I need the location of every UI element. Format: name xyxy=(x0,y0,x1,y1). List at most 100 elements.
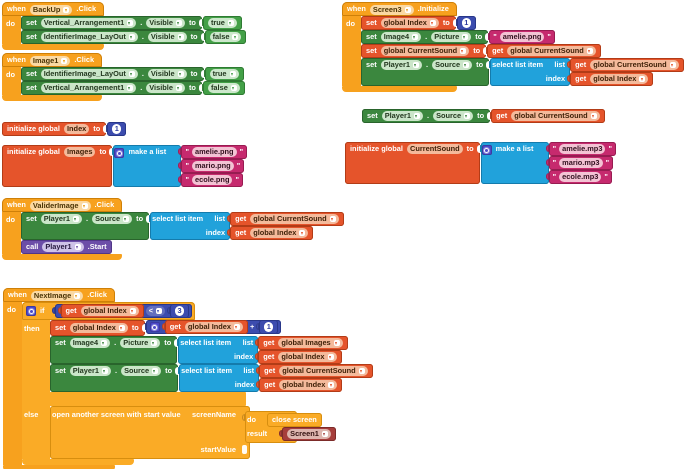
dropdown-field-player1[interactable]: Player1 xyxy=(69,366,111,376)
dropdown-field-global-index[interactable]: global Index xyxy=(184,322,244,332)
initialize-global-index[interactable]: initialize global Index to 1 xyxy=(2,122,127,136)
dropdown-field-global-images[interactable]: global Images xyxy=(278,338,343,348)
logic-false[interactable]: false xyxy=(201,30,247,44)
dropdown-field-image4[interactable]: Image4 xyxy=(380,32,422,42)
get-global-images[interactable]: get global Images xyxy=(255,336,348,350)
dropdown-field-source[interactable]: Source xyxy=(433,111,474,121)
dropdown-arrow-icon[interactable] xyxy=(177,71,184,77)
initialize-global-currentsound[interactable]: initialize global CurrentSound to make a li… xyxy=(345,142,616,184)
dropdown-arrow-icon[interactable] xyxy=(460,48,467,54)
dropdown-arrow-icon[interactable] xyxy=(102,368,108,374)
get-global-index[interactable]: get global Index xyxy=(57,304,144,318)
set-global-index-increment[interactable]: set global Index to get global Index +1 xyxy=(50,320,282,336)
dropdown-field-vertical-arrangement1[interactable]: Vertical_Arrangement1 xyxy=(40,18,137,28)
dropdown-field-true[interactable]: true xyxy=(207,18,237,28)
dropdown-arrow-icon[interactable] xyxy=(127,85,134,91)
mutator-gear-icon[interactable] xyxy=(114,148,125,158)
dropdown-field-image4[interactable]: Image4 xyxy=(69,338,111,348)
dropdown-arrow-icon[interactable] xyxy=(669,62,676,68)
dropdown-arrow-icon[interactable] xyxy=(175,85,182,91)
get-global-index[interactable]: get global Index xyxy=(227,226,314,240)
dropdown-arrow-icon[interactable] xyxy=(639,76,646,82)
set-image4-picture[interactable]: set Image4. Picture to " amelie.png " xyxy=(361,30,555,44)
dropdown-arrow-icon[interactable] xyxy=(151,340,158,346)
dropdown-arrow-icon[interactable] xyxy=(463,62,470,68)
when-validerimage-click-block[interactable]: when ValiderImage .Click do set Player1. Sourc… xyxy=(2,198,344,260)
dropdown-field-global-index[interactable]: global Index xyxy=(278,352,337,362)
dropdown-field-visible[interactable]: Visible xyxy=(146,83,185,93)
logic-true[interactable]: true xyxy=(201,67,244,81)
text-amelie-png[interactable]: " amelie.png " xyxy=(178,145,248,159)
math-add[interactable]: get global Index +1 xyxy=(142,320,282,334)
event-block-header[interactable]: when BackUp .Click xyxy=(2,2,105,16)
text-amelie-mp3[interactable]: " amelie.mp3 " xyxy=(545,142,616,156)
event-block-header[interactable]: when NextImage .Click xyxy=(3,288,115,302)
dropdown-field-global-currentsound[interactable]: global CurrentSound xyxy=(250,214,339,224)
stack-loose-set-player1-source[interactable]: set Player1. Source to get global CurrentSoun… xyxy=(362,109,605,123)
dropdown-arrow-icon[interactable] xyxy=(63,7,70,13)
dropdown-field-validerimage[interactable]: ValiderImage xyxy=(29,201,91,211)
dropdown-arrow-icon[interactable] xyxy=(156,308,163,314)
when-backup-click-block[interactable]: when BackUp .Click do set Vertical_Arrangemen… xyxy=(2,2,247,50)
set-identifierimagelayout-visible-false[interactable]: set IdentifierImage_LayOut. Visible to false xyxy=(21,30,247,44)
dropdown-arrow-icon[interactable] xyxy=(61,58,68,64)
dropdown-field-ecole-mp3[interactable]: ecole.mp3 xyxy=(559,172,602,182)
when-image1-click-block[interactable]: when Image1 .Click do set IdentifierImage_Lay… xyxy=(2,53,245,101)
event-block-header[interactable]: when Screen3 .Initialize xyxy=(342,2,457,16)
set-verticalarrangement1-visible-false[interactable]: set Vertical_Arrangement1. Visible to false xyxy=(21,81,245,95)
mutator-gear-icon[interactable] xyxy=(481,145,492,155)
dropdown-field-amelie-png[interactable]: amelie.png xyxy=(499,32,545,42)
stack-when-validerimage-click[interactable]: when ValiderImage .Click do set Player1. Sourc… xyxy=(2,198,344,260)
logic-false[interactable]: false xyxy=(199,81,245,95)
dropdown-field-player1[interactable]: Player1 xyxy=(40,214,82,224)
get-global-index[interactable]: get global Index xyxy=(161,320,249,334)
get-global-currentsound[interactable]: get global CurrentSound xyxy=(484,44,601,58)
dropdown-arrow-icon[interactable] xyxy=(462,34,469,40)
stack-init-global-index[interactable]: initialize global Index to 1 xyxy=(2,122,127,136)
value-field-1[interactable]: 1 xyxy=(461,18,471,28)
set-verticalarrangement1-visible-true[interactable]: set Vertical_Arrangement1. Visible to true xyxy=(21,16,242,30)
dropdown-arrow-icon[interactable] xyxy=(590,113,597,119)
dropdown-field-visible[interactable]: Visible xyxy=(147,32,187,42)
dropdown-field-currentsound[interactable]: CurrentSound xyxy=(406,144,463,154)
dropdown-arrow-icon[interactable] xyxy=(129,308,136,314)
dropdown-field-global-currentsound[interactable]: global CurrentSound xyxy=(590,60,679,70)
logic-true[interactable]: true xyxy=(199,16,242,30)
set-player1-source-selectlistitem[interactable]: set Player1. Source to select list item list g… xyxy=(50,364,373,392)
dropdown-field-picture[interactable]: Picture xyxy=(431,32,472,42)
stack-init-global-images[interactable]: initialize global Images to make a list " ame… xyxy=(2,145,248,187)
dropdown-field-false[interactable]: false xyxy=(209,32,242,42)
dropdown-field-identifierimage-layout[interactable]: IdentifierImage_LayOut xyxy=(40,69,138,79)
dropdown-field-vertical-arrangement1[interactable]: Vertical_Arrangement1 xyxy=(40,83,137,93)
if-then-else[interactable]: if get global Index <3 then set global Index to… xyxy=(22,302,373,465)
dropdown-arrow-icon[interactable] xyxy=(321,431,328,437)
text-ecole-png[interactable]: " ecole.png " xyxy=(178,173,243,187)
select-list-item[interactable]: select list item list get global Images inde… xyxy=(175,336,348,364)
event-block-header[interactable]: when ValiderImage .Click xyxy=(2,198,123,212)
dropdown-arrow-icon[interactable] xyxy=(73,216,79,222)
dropdown-field-player1[interactable]: Player1 xyxy=(42,242,84,252)
dropdown-field-images[interactable]: Images xyxy=(63,147,96,157)
dropdown-field-visible[interactable]: Visible xyxy=(147,69,187,79)
get-global-currentsound[interactable]: get global CurrentSound xyxy=(488,109,605,123)
dropdown-arrow-icon[interactable] xyxy=(127,20,134,26)
dropdown-field-source[interactable]: Source xyxy=(92,214,133,224)
select-list-item[interactable]: select list item list get global CurrentSou… xyxy=(176,364,373,392)
select-list-item[interactable]: select list item list get global CurrentSou… xyxy=(487,58,684,86)
dropdown-arrow-icon[interactable] xyxy=(329,216,336,222)
dropdown-arrow-icon[interactable] xyxy=(299,230,306,236)
dropdown-field-screen1[interactable]: Screen1 xyxy=(287,429,331,439)
get-global-currentsound[interactable]: get global CurrentSound xyxy=(227,212,344,226)
dropdown-arrow-icon[interactable] xyxy=(123,216,130,222)
dropdown-arrow-icon[interactable] xyxy=(358,368,365,374)
mutator-gear-icon[interactable] xyxy=(26,306,36,316)
dropdown-arrow-icon[interactable] xyxy=(333,340,340,346)
dropdown-field-amelie-mp3[interactable]: amelie.mp3 xyxy=(559,144,606,154)
dropdown-field-image1[interactable]: Image1 xyxy=(29,56,71,66)
dropdown-arrow-icon[interactable] xyxy=(234,324,241,330)
dropdown-arrow-icon[interactable] xyxy=(118,325,125,331)
text-ecole-mp3[interactable]: " ecole.mp3 " xyxy=(545,170,612,184)
dropdown-arrow-icon[interactable] xyxy=(229,71,236,77)
set-image4-picture-selectlistitem[interactable]: set Image4. Picture to select list item list g… xyxy=(50,336,348,364)
dropdown-field-global-index[interactable]: global Index xyxy=(69,323,128,333)
